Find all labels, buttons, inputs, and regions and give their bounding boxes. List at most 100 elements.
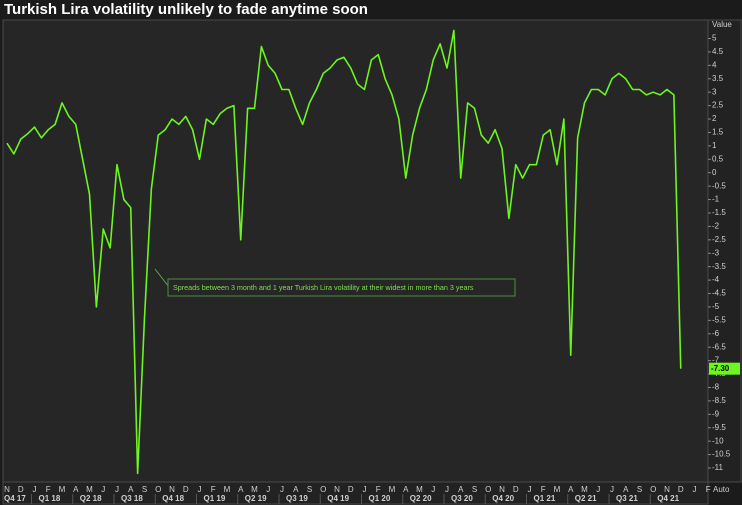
quarter-label: Q4 21 [657,494,679,503]
quarter-label: Q4 18 [162,494,184,503]
x-tick-label: F [211,485,216,494]
quarter-label: Q3 18 [121,494,143,503]
annotation-leader [154,268,170,288]
y-tick-label: 3 [712,87,717,96]
quarter-label: Q1 18 [39,494,61,503]
x-tick-label: O [320,485,326,494]
y-tick-label: 1 [712,141,717,150]
x-tick-label: J [101,485,105,494]
y-tick-label: -8 [712,383,720,392]
x-tick-label: S [637,485,642,494]
quarter-label: Q4 17 [4,494,26,503]
x-tick-label: A [568,485,574,494]
x-tick-label: A [403,485,409,494]
quarter-label: Q4 19 [327,494,349,503]
x-tick-label: N [334,485,340,494]
x-tick-label: J [33,485,37,494]
x-tick-label: D [18,485,24,494]
y-tick-label: 0 [712,168,717,177]
x-tick-label: A [128,485,134,494]
scale-mode: Auto [713,485,730,494]
x-tick-label: J [596,485,600,494]
x-tick-label: O [650,485,656,494]
x-tick-label: N [664,485,670,494]
x-tick-label: A [73,485,79,494]
quarter-label: Q3 20 [451,494,473,503]
quarter-label: Q2 19 [245,494,267,503]
y-tick-label: -6 [712,329,720,338]
x-tick-label: N [169,485,175,494]
y-tick-label: -4 [712,275,720,284]
x-tick-label: J [280,485,284,494]
quarter-label: Q1 21 [534,494,556,503]
y-tick-label: -5 [712,302,720,311]
x-tick-label: M [251,485,258,494]
x-tick-label: F [376,485,381,494]
x-tick-label: M [389,485,396,494]
quarter-label: Q3 19 [286,494,308,503]
quarter-label: Q2 21 [575,494,597,503]
x-tick-label: D [678,485,684,494]
y-tick-label: -4.5 [712,289,726,298]
plot-area [2,19,709,483]
x-tick-label: J [693,485,697,494]
y-tick-label: 1.5 [712,128,724,137]
y-tick-label: 2 [712,114,717,123]
x-tick-label: J [198,485,202,494]
x-tick-label: S [142,485,147,494]
y-tick-label: 4 [712,60,717,69]
y-tick-label: 0.5 [712,154,724,163]
x-tick-label: F [46,485,51,494]
x-tick-label: M [581,485,588,494]
quarter-label: Q2 18 [80,494,102,503]
x-tick-label: S [307,485,312,494]
y-tick-label: -0.5 [712,181,726,190]
y-tick-label: 5 [712,34,717,43]
y-tick-label: -10.5 [712,450,731,459]
x-tick-label: M [59,485,66,494]
annotation: Spreads between 3 month and 1 year Turki… [173,283,474,292]
last-value-label: -7.30 [711,364,730,373]
y-tick-label: -8.5 [712,396,726,405]
x-tick-label: D [348,485,354,494]
x-tick-label: M [554,485,561,494]
x-tick-label: O [485,485,491,494]
x-tick-label: A [623,485,629,494]
y-tick-label: -2 [712,222,720,231]
x-tick-label: A [458,485,464,494]
quarter-label: Q1 20 [369,494,391,503]
y-tick-label: -10 [712,436,724,445]
y-axis-panel [707,19,742,483]
x-tick-label: N [499,485,505,494]
x-tick-label: F [541,485,546,494]
x-tick-label: J [266,485,270,494]
x-tick-label: O [155,485,161,494]
x-tick-label: S [472,485,477,494]
x-tick-label: J [115,485,119,494]
y-tick-label: -9 [712,409,720,418]
x-tick-label: J [610,485,614,494]
quarter-label: Q3 21 [616,494,638,503]
annotation-box [167,278,516,297]
y-axis-title: Value [712,20,732,29]
x-tick-label: M [416,485,423,494]
quarter-label: Q4 20 [492,494,514,503]
y-tick-label: -11 [712,463,724,472]
chart-title: Turkish Lira volatility unlikely to fade… [4,1,368,18]
x-tick-label: N [4,485,10,494]
y-tick-label: 2.5 [712,101,724,110]
y-tick-label: -2.5 [712,235,726,244]
y-tick-label: -3 [712,248,720,257]
x-tick-label: D [513,485,519,494]
last-value-box [709,362,740,375]
quarter-label: Q2 20 [410,494,432,503]
x-axis-panel [2,481,709,505]
x-tick-label: J [431,485,435,494]
x-tick-label: A [293,485,299,494]
quarter-label: Q1 19 [204,494,226,503]
x-tick-label: J [363,485,367,494]
x-tick-label: A [238,485,244,494]
data-line [6,29,682,475]
y-tick-label: -1.5 [712,208,726,217]
